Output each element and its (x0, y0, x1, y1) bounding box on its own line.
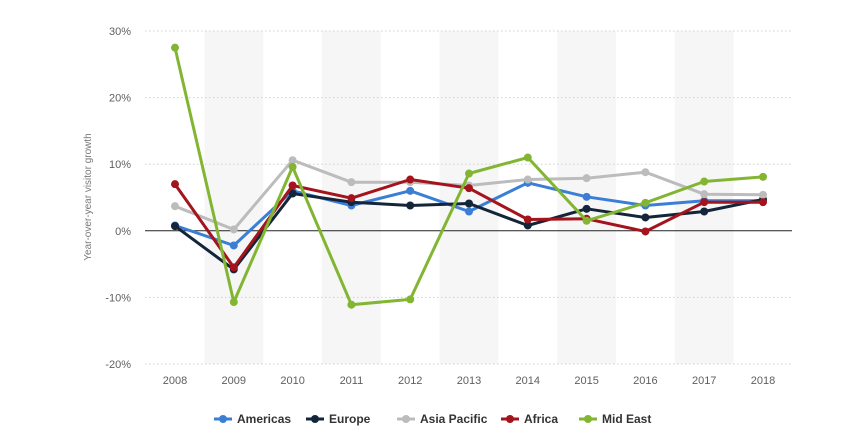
legend-swatch-marker (506, 415, 514, 423)
legend: Americas Europe Asia Pacific Africa Mid East (214, 412, 651, 426)
series-mid-east (171, 43, 767, 309)
legend-label: Asia Pacific (420, 412, 488, 426)
legend-swatch-marker (584, 415, 592, 423)
x-tick-label: 2008 (163, 375, 187, 387)
data-point-europe (582, 204, 591, 213)
data-point-africa (700, 198, 709, 207)
data-point-africa (523, 215, 532, 224)
legend-item-mid-east: Mid East (579, 412, 651, 426)
data-point-americas (406, 186, 415, 195)
legend-item-europe: Europe (306, 412, 371, 426)
x-tick-label: 2016 (633, 375, 657, 387)
legend-item-africa: Africa (501, 412, 558, 426)
data-point-africa (759, 198, 767, 207)
column-band-2009 (204, 31, 264, 364)
data-point-asia-pacific (288, 156, 297, 165)
data-point-mid-east (641, 198, 650, 207)
legend-label: Mid East (602, 412, 651, 426)
data-point-asia-pacific (229, 225, 238, 234)
data-point-africa (465, 184, 473, 193)
y-tick-label: 30% (109, 26, 131, 38)
data-point-asia-pacific (641, 168, 650, 177)
x-tick-label: 2015 (574, 375, 598, 387)
data-point-europe (288, 189, 297, 198)
data-point-europe (641, 213, 650, 222)
x-tick-label: 2010 (280, 375, 304, 387)
data-point-africa (641, 227, 650, 236)
y-tick-label: 10% (109, 159, 131, 171)
data-point-mid-east (171, 43, 179, 52)
data-point-mid-east (700, 177, 709, 186)
legend-item-americas: Americas (214, 412, 291, 426)
data-point-mid-east (229, 298, 238, 307)
data-point-mid-east (759, 172, 767, 181)
legend-swatch-marker (402, 415, 410, 423)
data-point-africa (406, 175, 415, 184)
legend-swatch-marker (219, 415, 227, 423)
data-point-asia-pacific (759, 190, 767, 199)
data-point-europe (523, 221, 532, 230)
legend-label: Americas (237, 412, 291, 426)
data-point-europe (465, 199, 473, 208)
data-point-africa (288, 181, 297, 190)
data-point-mid-east (406, 295, 415, 304)
x-tick-label: 2014 (516, 375, 540, 387)
legend-swatch-marker (311, 415, 319, 423)
data-point-americas (582, 192, 591, 201)
data-point-asia-pacific (523, 175, 532, 184)
x-tick-label: 2011 (340, 375, 364, 387)
legend-label: Europe (329, 412, 371, 426)
y-tick-label: 20% (109, 93, 131, 105)
x-tick-label: 2017 (692, 375, 716, 387)
data-point-asia-pacific (347, 178, 356, 187)
data-point-africa (229, 263, 238, 272)
x-tick-label: 2012 (398, 375, 422, 387)
legend-item-asia-pacific: Asia Pacific (397, 412, 488, 426)
data-point-asia-pacific (171, 202, 179, 211)
x-tick-label: 2013 (457, 375, 481, 387)
data-point-mid-east (523, 153, 532, 162)
data-point-mid-east (288, 162, 297, 171)
y-tick-label: -20% (105, 359, 131, 371)
x-tick-label: 2018 (751, 375, 775, 387)
data-point-mid-east (582, 216, 591, 225)
y-tick-label: 0% (115, 226, 131, 238)
y-axis-title: Year-over-year visitor growth (83, 133, 94, 260)
data-point-africa (347, 194, 356, 203)
gridlines: -20% -10% 0% 10% 20% 30% (105, 26, 792, 371)
y-tick-label: -10% (105, 292, 131, 304)
x-axis: 2008 2009 2010 2011 2012 2013 2014 2015 2016 2017… (163, 375, 775, 387)
data-point-mid-east (347, 300, 356, 309)
data-point-europe (406, 201, 415, 210)
x-tick-label: 2009 (222, 375, 246, 387)
data-point-europe (171, 222, 179, 231)
data-point-mid-east (465, 169, 473, 178)
data-point-americas (229, 241, 238, 250)
data-point-asia-pacific (700, 190, 709, 199)
data-point-asia-pacific (582, 174, 591, 183)
data-point-africa (171, 180, 179, 189)
data-point-americas (465, 207, 473, 216)
legend-label: Africa (524, 412, 558, 426)
data-point-europe (700, 207, 709, 216)
